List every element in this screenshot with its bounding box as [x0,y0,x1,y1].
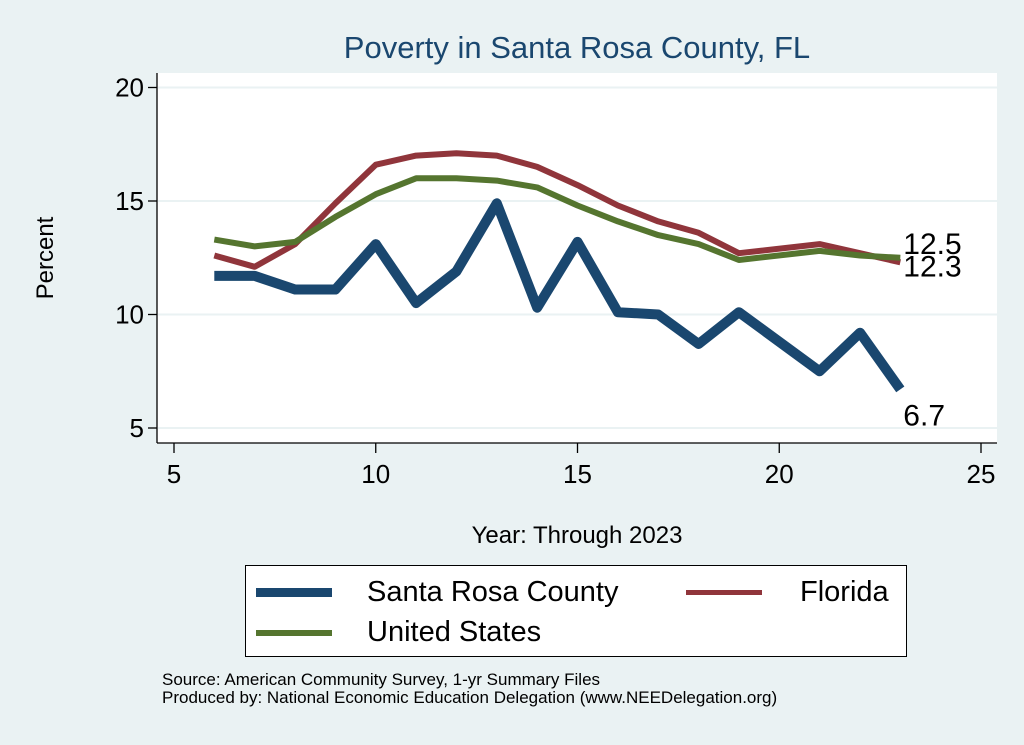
legend-item-united-states: United States [256,616,541,649]
end-label-santa-rosa-county: 6.7 [903,399,945,432]
y-tick-label-5: 5 [130,413,144,443]
chart-title: Poverty in Santa Rosa County, FL [344,30,810,65]
y-tick-label-10: 10 [115,300,144,330]
end-label-florida: 12.3 [903,250,961,283]
series-lines [213,150,905,393]
x-tick-label-20: 20 [765,459,794,489]
legend-swatch-florida [686,590,762,595]
x-tick-label-5: 5 [167,459,181,489]
series-line-united-states [213,175,901,263]
y-tick-label-15: 15 [115,186,144,216]
x-tick-label-15: 15 [563,459,592,489]
legend-item-santa-rosa: Santa Rosa County [256,576,618,609]
source-note: Source: American Community Survey, 1-yr … [162,670,601,689]
gridlines [158,86,997,429]
series-line-santa-rosa-county [214,198,905,393]
x-tick-label-10: 10 [361,459,390,489]
chart-notes: Source: American Community Survey, 1-yr … [162,671,777,707]
legend-label-united-states: United States [367,616,542,648]
x-axis-ticks: 5 10 15 20 25 [167,443,996,489]
end-labels: 6.7 12.312.5 [903,228,961,433]
y-axis-ticks: 5 10 15 20 [115,73,157,443]
poverty-chart: 5 10 15 20 5 10 15 20 25 6.7 12.312.5 Poverty in… [32,30,997,549]
x-tick-label-25: 25 [967,459,996,489]
y-tick-label-20: 20 [115,73,144,103]
legend-swatch-santa-rosa [256,588,332,597]
end-label-united-states: 12.5 [903,228,961,261]
legend-swatch-united-states [256,629,332,636]
y-axis-label: Percent [32,216,59,299]
produced-by-note: Produced by: National Economic Education… [162,688,778,707]
legend-item-florida: Florida [686,576,889,609]
legend-label-florida: Florida [800,576,889,608]
series-line-florida [213,150,901,270]
legend-label-santa-rosa: Santa Rosa County [367,576,619,608]
legend: Santa Rosa County Florida United States [245,565,907,657]
x-axis-label: Year: Through 2023 [472,522,683,549]
